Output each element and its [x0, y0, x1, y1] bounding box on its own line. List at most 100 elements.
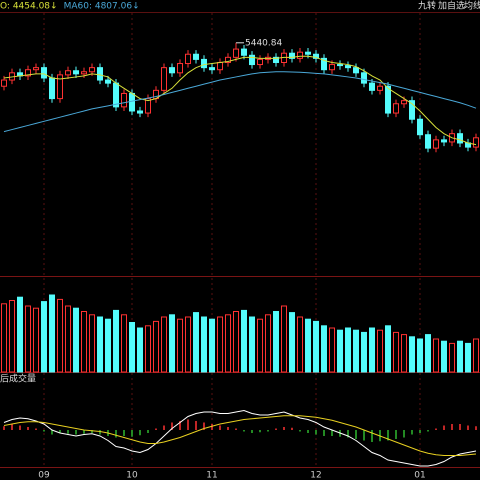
- candle-body: [137, 110, 143, 114]
- legend-label: O: 4454.08↓: [0, 2, 58, 12]
- candle-body: [201, 58, 207, 69]
- volume-bar: [49, 294, 55, 373]
- x-tick-label: 12: [310, 471, 321, 480]
- volume-bar: [409, 336, 415, 373]
- volume-bar: [105, 318, 111, 373]
- candle-body: [185, 53, 191, 65]
- candle-body: [57, 74, 63, 100]
- legend-label: MA60: 4807.06↓: [64, 2, 140, 12]
- candle-body: [193, 53, 199, 60]
- volume-bar: [65, 305, 71, 373]
- volume-bar: [137, 327, 143, 373]
- volume-bar: [425, 334, 431, 373]
- panel-title: 后成交量: [0, 373, 36, 385]
- volume-bar: [417, 338, 423, 373]
- macd-line: [3, 415, 477, 456]
- volume-bar: [113, 309, 119, 373]
- candle-body: [385, 85, 391, 114]
- volume-bar: [145, 325, 151, 373]
- volume-bar: [41, 301, 47, 373]
- candle-body: [233, 48, 239, 58]
- candle-body: [89, 67, 95, 73]
- volume-bar: [313, 320, 319, 373]
- x-tick-label: 10: [126, 471, 138, 480]
- candle-body: [401, 100, 407, 105]
- volume-bar: [201, 316, 207, 373]
- candle-body: [113, 82, 119, 108]
- candle-body: [361, 72, 367, 84]
- volume-bar: [73, 307, 79, 373]
- volume-bar: [377, 329, 383, 373]
- toolbar-button[interactable]: 加自选: [438, 0, 465, 12]
- volume-bar: [129, 322, 135, 373]
- candle-body: [425, 134, 431, 149]
- candle-body: [273, 56, 279, 63]
- candle-body: [49, 77, 55, 100]
- candle-body: [473, 137, 479, 148]
- volume-bar: [185, 316, 191, 373]
- candle-body: [409, 100, 415, 120]
- candle-body: [353, 67, 359, 74]
- volume-bar: [233, 311, 239, 373]
- volume-bar: [89, 314, 95, 373]
- volume-bar: [17, 296, 23, 373]
- volume-bar: [433, 338, 439, 373]
- volume-bar: [121, 314, 127, 373]
- candle-body: [345, 65, 351, 69]
- candle-body: [457, 133, 463, 144]
- volume-bar: [457, 340, 463, 373]
- volume-bar: [33, 307, 39, 373]
- candle-body: [25, 69, 31, 77]
- volume-bar: [153, 320, 159, 373]
- candle-body: [145, 98, 151, 114]
- volume-bar: [161, 316, 167, 373]
- volume-bar: [473, 338, 479, 373]
- volume-bar: [169, 314, 175, 373]
- candle-body: [337, 64, 343, 67]
- candle-body: [65, 70, 71, 76]
- volume-bar: [321, 325, 327, 373]
- candle-body: [393, 103, 399, 114]
- volume-bar: [81, 311, 87, 373]
- candle-body: [81, 71, 87, 75]
- volume-bar: [241, 309, 247, 373]
- volume-bar: [225, 314, 231, 373]
- volume-bar: [385, 325, 391, 373]
- volume-bar: [193, 312, 199, 373]
- candle-body: [169, 67, 175, 74]
- candle-body: [321, 57, 327, 71]
- volume-bar: [97, 316, 103, 373]
- candle-body: [1, 79, 7, 87]
- candle-body: [129, 92, 135, 112]
- annotation-label: 5440.84: [245, 38, 282, 48]
- candle-body: [97, 67, 103, 81]
- volume-bar: [177, 318, 183, 373]
- candle-body: [313, 53, 319, 59]
- volume-bar: [369, 327, 375, 373]
- ma-line: [3, 55, 477, 146]
- x-tick-label: 01: [414, 471, 425, 480]
- candle-body: [225, 56, 231, 63]
- volume-bar: [209, 318, 215, 373]
- volume-bar: [401, 334, 407, 373]
- volume-bar: [305, 318, 311, 373]
- volume-bar: [441, 340, 447, 373]
- candle-body: [241, 48, 247, 56]
- toolbar-button[interactable]: 九转: [418, 0, 436, 12]
- volume-bar: [353, 329, 359, 373]
- candle-body: [257, 58, 263, 66]
- volume-bar: [345, 327, 351, 373]
- macd-line: [3, 409, 477, 467]
- ma-line: [3, 71, 477, 133]
- candle-body: [41, 67, 47, 79]
- candle-body: [433, 139, 439, 149]
- volume-bar: [361, 331, 367, 373]
- volume-bar: [281, 305, 287, 373]
- candle-body: [209, 67, 215, 71]
- volume-bar: [465, 342, 471, 373]
- candle-body: [441, 139, 447, 143]
- toolbar-button[interactable]: 均线: [464, 0, 480, 12]
- candle-body: [289, 52, 295, 59]
